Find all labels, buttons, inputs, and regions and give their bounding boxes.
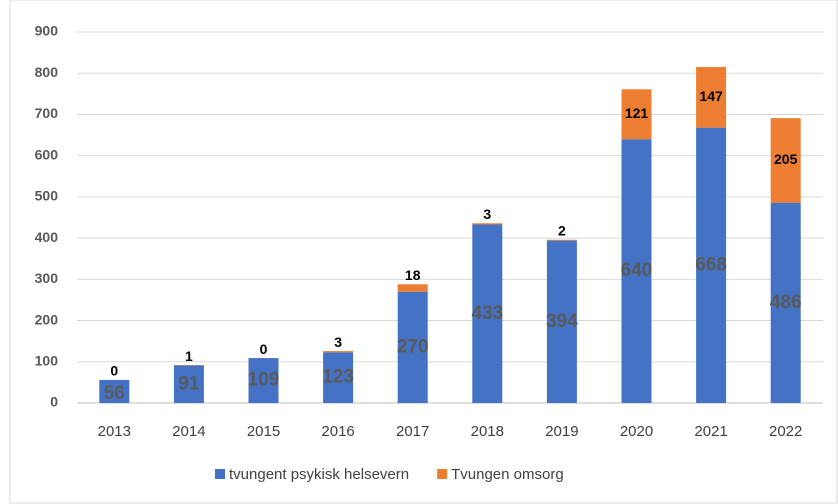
bar-segment: [696, 67, 727, 128]
x-tick-label: 2020: [620, 423, 653, 440]
y-tick-label: 400: [35, 229, 59, 245]
data-label: 3: [334, 334, 342, 350]
y-tick-label: 700: [35, 105, 59, 121]
data-label: 109: [248, 370, 280, 391]
legend-swatch: [215, 469, 225, 479]
data-label: 56: [104, 383, 125, 404]
bar-segment: [99, 379, 130, 403]
y-tick-label: 200: [35, 311, 59, 327]
bar-segment: [621, 139, 652, 403]
bar-segment: [323, 352, 354, 403]
x-tick-label: 2013: [98, 423, 131, 440]
data-label: 640: [621, 260, 653, 281]
data-label: 205: [774, 151, 798, 167]
data-label: 2: [558, 222, 566, 238]
x-tick-label: 2021: [694, 423, 727, 440]
data-label: 18: [405, 267, 421, 283]
y-tick-label: 100: [35, 352, 59, 368]
x-tick-label: 2017: [396, 423, 429, 440]
bar-segment: [173, 365, 204, 403]
bar-segment: [323, 351, 354, 353]
data-label: 1: [185, 348, 193, 364]
y-tick-label: 800: [35, 64, 59, 80]
data-label: 0: [110, 363, 118, 379]
bar-segment: [546, 240, 577, 403]
bar-segment: [546, 239, 577, 241]
x-tick-label: 2022: [769, 423, 802, 440]
bar-segment: [770, 202, 801, 403]
bar-segment: [770, 118, 801, 203]
data-label: 147: [699, 88, 723, 104]
data-label: 91: [178, 373, 200, 394]
bar-segment: [472, 223, 503, 225]
bar-segment: [248, 358, 279, 403]
data-label: 394: [546, 311, 578, 332]
bar-segment: [696, 127, 727, 403]
bar-segment: [621, 89, 652, 140]
legend-label: Tvungen omsorg: [451, 466, 564, 483]
chart-border: [9, 0, 838, 504]
data-label: 486: [770, 292, 802, 313]
x-tick-label: 2018: [471, 423, 504, 440]
data-label: 3: [483, 206, 491, 222]
bar-segment: [397, 284, 428, 292]
y-tick-label: 300: [35, 270, 59, 286]
bar-segment: [397, 291, 428, 403]
data-label: 0: [260, 341, 268, 357]
data-label: 123: [322, 367, 354, 388]
y-tick-label: 500: [35, 188, 59, 204]
x-tick-label: 2019: [545, 423, 578, 440]
y-tick-label: 900: [35, 23, 59, 39]
bar-segment: [472, 224, 503, 403]
data-label: 121: [625, 105, 649, 121]
data-label: 668: [695, 254, 727, 275]
x-tick-label: 2015: [247, 423, 280, 440]
y-tick-label: 600: [35, 146, 59, 162]
y-tick-label: 0: [50, 394, 58, 410]
legend-swatch: [437, 469, 448, 479]
x-tick-label: 2016: [321, 423, 354, 440]
x-tick-label: 2014: [172, 423, 205, 440]
data-label: 433: [471, 303, 503, 324]
legend-label: tvungent psykisk helsevern: [229, 466, 409, 483]
data-label: 270: [397, 336, 429, 357]
